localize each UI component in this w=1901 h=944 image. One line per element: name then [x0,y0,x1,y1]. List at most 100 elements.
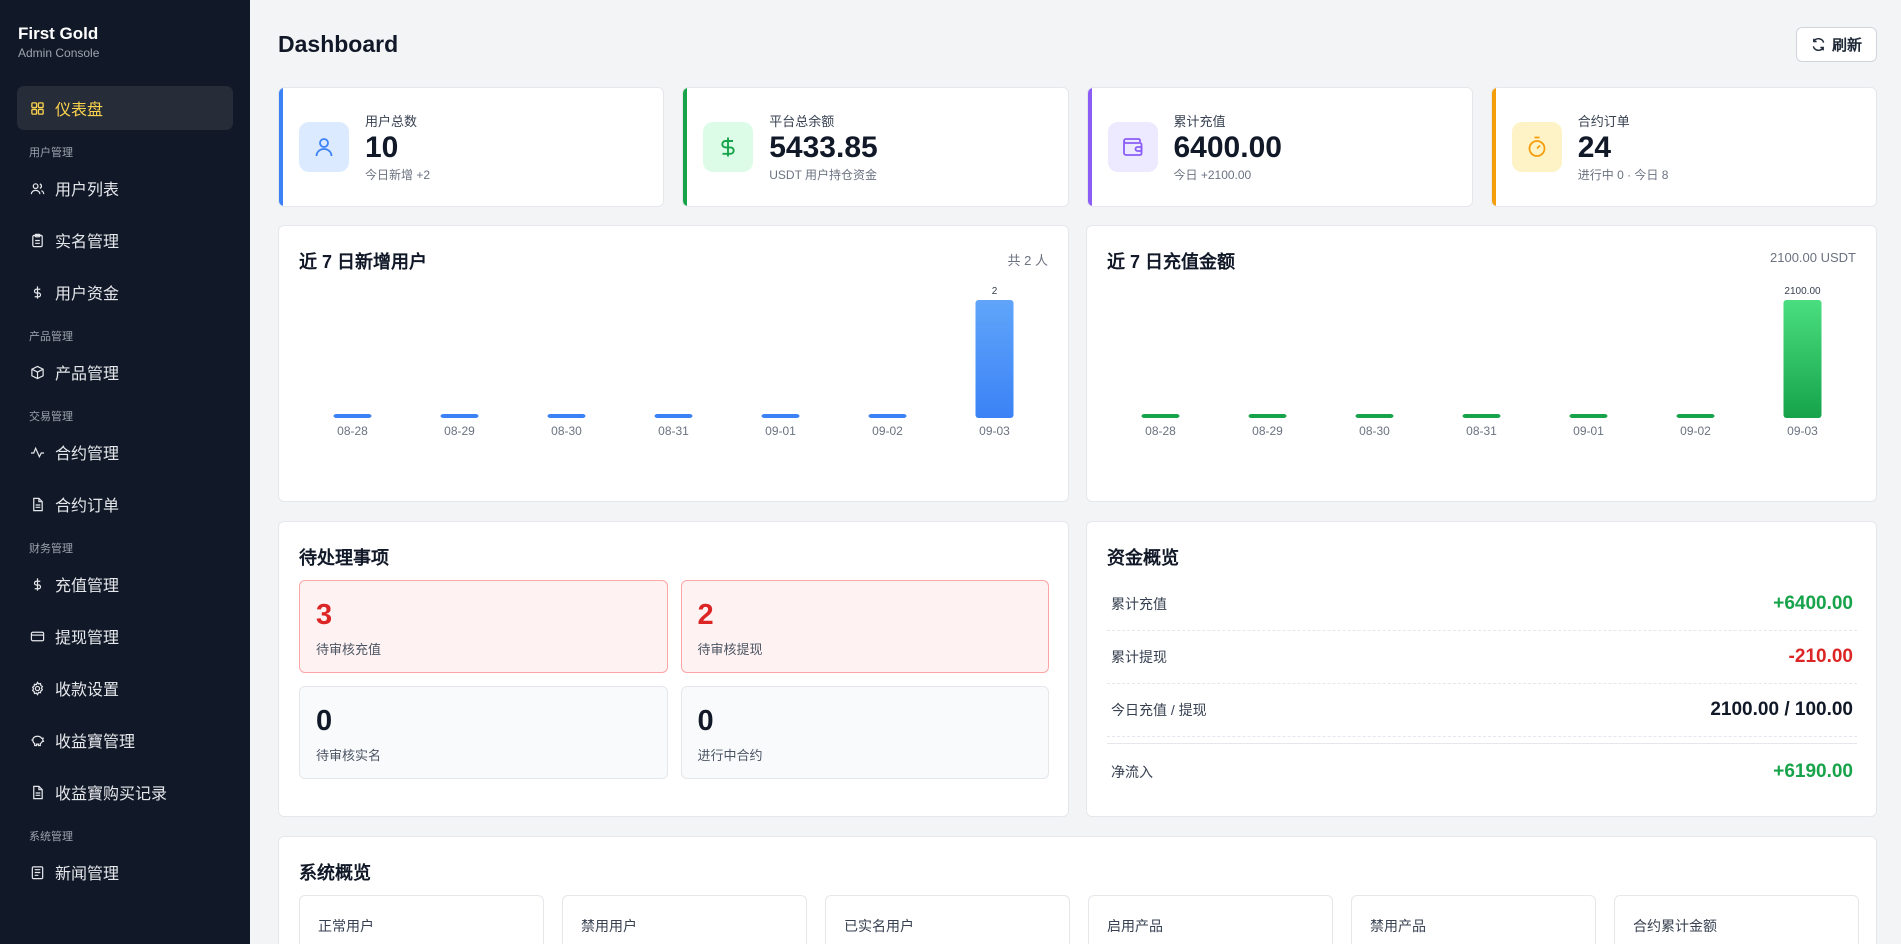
pending-contracts-card[interactable]: 0 进行中合约 [680,686,1049,779]
fund-label: 累计提现 [1111,649,1167,665]
box-icon [29,364,45,380]
x-tick-label: 08-31 [658,424,689,438]
sidebar-item-label: 仪表盘 [55,102,104,119]
sidebar-item-kyc[interactable]: 实名管理 [17,218,233,262]
stat-label: 累计充值 [1173,114,1226,129]
system-grid: 正常用户 禁用用户 已实名用户 启用产品 禁用产品 合约累计金额 [299,895,1859,944]
x-tick-label: 08-30 [1359,424,1390,438]
wallet-icon [1107,122,1158,172]
recharge-bar-chart: 08-28 08-29 08-30 08-31 09-01 09-02 2100.00 09-… [1141,286,1822,438]
panel-note: 共 2 人 [1007,253,1048,268]
stat-label: 合约订单 [1577,114,1630,129]
dollar-icon [29,576,45,592]
sidebar-item-news[interactable]: 新闻管理 [17,850,233,894]
pending-withdraw-card[interactable]: 2 待审核提现 [680,580,1049,673]
fund-row: 今日充值 / 提现 2100.00 / 100.00 [1107,684,1857,737]
x-tick-label: 08-30 [551,424,582,438]
sidebar-item-withdraw[interactable]: 提现管理 [17,614,233,658]
news-icon [29,864,45,880]
chart-bar [1676,414,1715,418]
sidebar-item-yield[interactable]: 收益寶管理 [17,718,233,762]
sidebar-item-user-funds[interactable]: 用户资金 [17,270,233,314]
sidebar-item-dashboard[interactable]: 仪表盘 [17,86,233,130]
pending-count: 0 [316,705,333,737]
chart-bar [1569,414,1608,418]
nav-group-label: 财务管理 [29,543,73,555]
activity-icon [29,444,45,460]
chart-bar [975,300,1014,418]
pending-count: 2 [697,599,714,631]
chart-bar [1355,414,1394,418]
x-tick-label: 08-29 [1252,424,1283,438]
fund-row: 累计充值 +6400.00 [1107,578,1857,631]
sidebar-item-label: 收益寶购买记录 [55,786,168,803]
x-tick-label: 08-29 [444,424,475,438]
grid-icon [29,100,45,116]
stat-value: 24 [1577,131,1612,164]
card-icon [29,628,45,644]
fund-row: 累计提现 -210.00 [1107,631,1857,684]
fund-value: +6400.00 [1773,593,1853,614]
users-icon [29,180,45,196]
sidebar-item-label: 实名管理 [55,234,120,251]
nav-group-label: 系统管理 [29,831,73,843]
system-panel: 系统概览 正常用户 禁用用户 已实名用户 启用产品 禁用产品 合约累计金额 [278,836,1877,944]
x-tick-label: 08-31 [1466,424,1497,438]
pending-grid: 3 待审核充值 2 待审核提现 0 待审核实名 0 进行中合约 [299,580,1049,779]
refresh-button[interactable]: 刷新 [1795,27,1877,62]
sidebar-item-label: 收益寶管理 [55,734,136,751]
pending-label: 待审核提现 [697,642,763,657]
timer-icon [1511,122,1562,172]
pending-label: 进行中合约 [697,748,763,763]
pending-kyc-card[interactable]: 0 待审核实名 [299,686,668,779]
sidebar-item-label: 合约订单 [55,498,120,515]
system-stat-card: 启用产品 [1088,895,1333,944]
system-stat-card: 禁用用户 [562,895,807,944]
sidebar-item-label: 收款设置 [55,682,120,699]
chart-bar [1248,414,1287,418]
pending-label: 待审核实名 [316,748,382,763]
sidebar: First Gold Admin Console 仪表盘 用户管理 用户列表 实… [0,0,250,944]
nav-group-label: 交易管理 [29,411,73,423]
sidebar-item-contract-orders[interactable]: 合约订单 [17,482,233,526]
system-stat-card: 合约累计金额 [1614,895,1859,944]
chart-bar [654,414,693,418]
x-tick-label: 09-01 [765,424,796,438]
dollar-icon [703,122,754,172]
stat-accent-bar [1491,88,1496,206]
sidebar-item-user-list[interactable]: 用户列表 [17,166,233,210]
sidebar-item-contracts[interactable]: 合约管理 [17,430,233,474]
chart-bar [547,414,586,418]
x-tick-label: 09-03 [979,424,1010,438]
funds-list: 累计充值 +6400.00 累计提现 -210.00 今日充值 / 提现 210… [1107,578,1857,799]
stat-sub: 进行中 0 · 今日 8 [1577,168,1669,182]
x-tick-label: 08-28 [337,424,368,438]
sidebar-item-recharge[interactable]: 充值管理 [17,562,233,606]
stat-value: 5433.85 [769,131,878,164]
stat-label: 用户总数 [365,114,418,129]
sidebar-item-label: 提现管理 [55,630,120,647]
pending-count: 0 [697,705,714,737]
stat-card-balance: 平台总余额 5433.85 USDT 用户持仓资金 [682,87,1069,207]
nav-group-label: 用户管理 [29,147,73,159]
file-icon [29,496,45,512]
stat-card-orders: 合约订单 24 进行中 0 · 今日 8 [1490,87,1877,207]
chart-bar [333,414,372,418]
funds-panel: 资金概览 累计充值 +6400.00 累计提现 -210.00 今日充值 / 提… [1086,521,1877,817]
panel-title: 近 7 日新增用户 [299,252,428,272]
piggy-icon [29,732,45,748]
sidebar-item-payment-settings[interactable]: 收款设置 [17,666,233,710]
pending-count: 3 [316,599,333,631]
sidebar-item-products[interactable]: 产品管理 [17,350,233,394]
nav-group-label: 产品管理 [29,331,73,343]
fund-row-total: 净流入 +6190.00 [1107,743,1857,799]
sidebar-item-label: 产品管理 [55,366,120,383]
fund-label: 净流入 [1111,763,1153,780]
chart-bar [1783,300,1822,418]
stat-sub: 今日新增 +2 [365,168,431,182]
sidebar-item-label: 合约管理 [55,446,120,463]
pending-recharge-card[interactable]: 3 待审核充值 [299,580,668,673]
gear-icon [29,680,45,696]
stat-label: 平台总余额 [769,114,835,129]
sidebar-item-yield-records[interactable]: 收益寶购买记录 [17,770,233,814]
